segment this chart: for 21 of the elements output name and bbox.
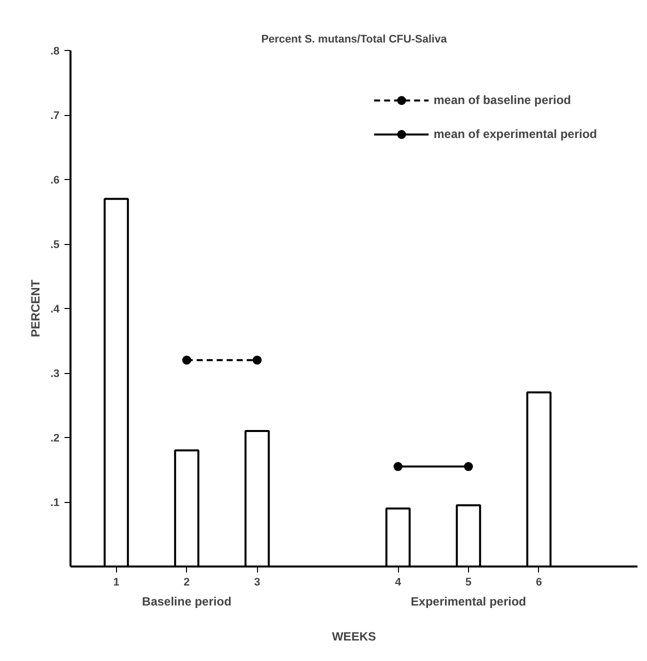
x-tick-label: 5 <box>465 576 472 588</box>
legend-label: mean of baseline period <box>434 93 571 107</box>
x-tick-label: 3 <box>254 576 260 588</box>
x-tick-label: 1 <box>113 576 120 588</box>
x-tick-label: 2 <box>184 576 190 588</box>
y-tick-label: .1 <box>50 497 60 509</box>
y-tick-label: .6 <box>50 174 60 186</box>
x-tick-label: 4 <box>394 576 402 588</box>
text: Baseline period <box>142 594 232 608</box>
chart-title: Percent S. mutans/Total CFU-Saliva <box>261 34 448 46</box>
x-tick-label: 6 <box>536 576 542 588</box>
y-tick-label: .2 <box>50 432 60 444</box>
y-tick-label: .8 <box>50 46 60 58</box>
legend-label: mean of experimental period <box>434 127 597 141</box>
x-axis-title: WEEKS <box>332 630 376 644</box>
y-tick-label: .5 <box>50 239 60 251</box>
text: Experimental period <box>410 594 526 608</box>
y-axis-title: PERCENT <box>28 279 42 338</box>
y-tick-label: .4 <box>50 304 60 316</box>
y-tick-label: .3 <box>50 368 60 380</box>
y-tick-label: .7 <box>50 110 60 122</box>
